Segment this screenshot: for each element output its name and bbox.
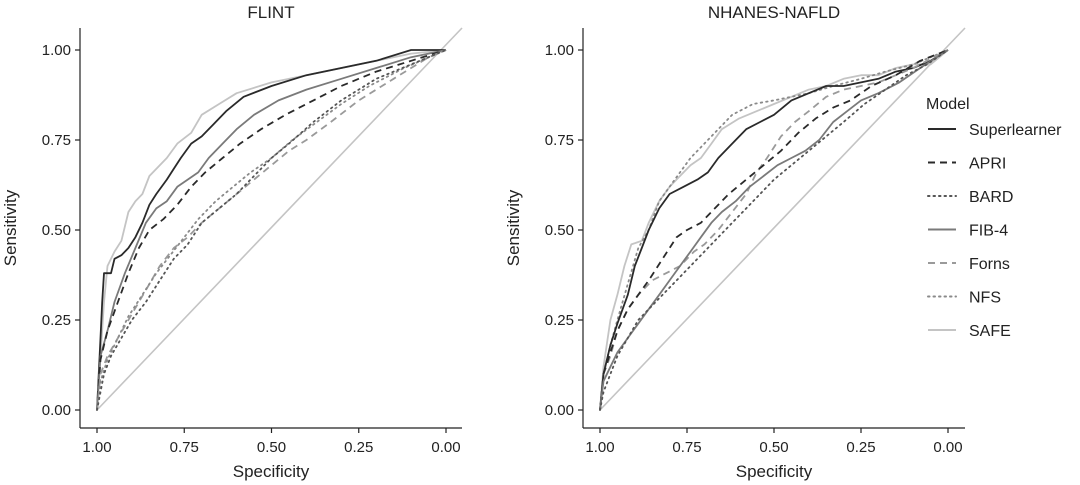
legend-label: FIB-4 [969, 223, 1008, 240]
legend-item-fib-4: FIB-4 [928, 223, 1008, 240]
x-tick-label: 0.50 [759, 439, 788, 456]
series-line-superlearner [96, 49, 446, 411]
series-line-fib-4 [96, 49, 447, 411]
chart-panels: FLINT 1.00 0.75 0.50 0.25 0.00 0.00 0.25 0.50 0.7… [1, 3, 966, 481]
chart-legend: Model Superlearner APRI BARD FIB-4 Forns NFS SA… [926, 96, 1062, 340]
legend-label: NFS [969, 290, 1001, 307]
legend-label: SAFE [969, 323, 1011, 340]
legend-label: APRI [969, 156, 1006, 173]
y-tick-label: 0.25 [545, 312, 574, 329]
y-tick-label: 0.50 [42, 222, 71, 239]
legend-label: Superlearner [969, 122, 1062, 139]
legend-item-safe: SAFE [928, 323, 1011, 340]
series-line-nfs [96, 49, 447, 411]
series-line-bard [599, 49, 949, 411]
x-tick-label: 1.00 [82, 439, 111, 456]
series-line-fib-4 [599, 49, 949, 411]
legend-item-nfs: NFS [927, 290, 1001, 307]
series-line-safe [599, 49, 949, 411]
panel-1: FLINT 1.00 0.75 0.50 0.25 0.00 0.00 0.25 0.50 0.7… [1, 3, 463, 481]
legend-title: Model [926, 96, 970, 113]
x-axis-label: Specificity [736, 462, 813, 481]
series-line-forns [96, 49, 447, 411]
reference-diagonal-line [599, 27, 966, 411]
panel-title: FLINT [247, 3, 294, 22]
legend-item-bard: BARD [927, 189, 1013, 206]
x-tick-label: 0.25 [846, 439, 875, 456]
y-tick-label: 1.00 [42, 42, 71, 59]
y-tick-label: 0.75 [545, 132, 574, 149]
y-tick-label: 0.00 [42, 402, 71, 419]
x-tick-label: 0.75 [672, 439, 701, 456]
legend-label: BARD [969, 189, 1013, 206]
y-tick-label: 0.00 [545, 402, 574, 419]
series-line-superlearner [599, 49, 949, 411]
x-axis-label: Specificity [233, 462, 310, 481]
reference-diagonal-line [96, 27, 463, 411]
legend-item-apri: APRI [928, 156, 1006, 173]
y-axis-label: Sensitivity [1, 189, 20, 266]
series-line-nfs [599, 49, 949, 411]
series-line-apri [96, 49, 447, 411]
series-line-apri [599, 49, 949, 411]
panel-title: NHANES-NAFLD [708, 3, 840, 22]
x-tick-label: 0.50 [257, 439, 286, 456]
series-line-bard [96, 49, 447, 411]
x-tick-label: 0.25 [344, 439, 373, 456]
legend-item-superlearner: Superlearner [928, 122, 1062, 139]
x-tick-label: 1.00 [585, 439, 614, 456]
panel-2: NHANES-NAFLD 1.00 0.75 0.50 0.25 0.00 0.00 0.25… [504, 3, 966, 481]
legend-label: Forns [969, 256, 1010, 273]
x-tick-label: 0.00 [431, 439, 460, 456]
x-tick-label: 0.00 [933, 439, 962, 456]
y-tick-label: 0.75 [42, 132, 71, 149]
y-tick-label: 0.25 [42, 312, 71, 329]
x-tick-label: 0.75 [170, 439, 199, 456]
y-tick-label: 1.00 [545, 42, 574, 59]
y-tick-label: 0.50 [545, 222, 574, 239]
legend-item-forns: Forns [928, 256, 1010, 273]
y-axis-label: Sensitivity [504, 189, 523, 266]
